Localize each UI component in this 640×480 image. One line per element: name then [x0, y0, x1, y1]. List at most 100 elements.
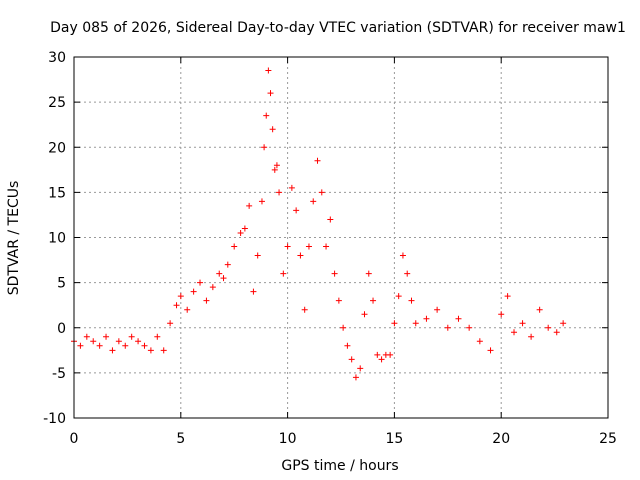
- data-point: [220, 275, 227, 282]
- data-point: [128, 333, 135, 340]
- data-point: [412, 320, 419, 327]
- data-point: [284, 243, 291, 250]
- x-tick-label: 5: [176, 431, 185, 447]
- data-point: [96, 342, 103, 349]
- data-point: [318, 189, 325, 196]
- data-point: [378, 356, 385, 363]
- data-point: [310, 198, 317, 205]
- data-point: [280, 270, 287, 277]
- data-point: [553, 329, 560, 336]
- data-point: [231, 243, 238, 250]
- data-point: [498, 311, 505, 318]
- data-point: [399, 252, 406, 259]
- data-point: [90, 338, 97, 345]
- data-point: [293, 207, 300, 214]
- data-point: [122, 342, 129, 349]
- data-point: [237, 229, 244, 236]
- data-point: [135, 338, 142, 345]
- data-point: [263, 112, 270, 119]
- data-point: [560, 320, 567, 327]
- data-point: [444, 324, 451, 331]
- data-point: [455, 315, 462, 322]
- x-tick-label: 15: [385, 431, 403, 447]
- data-point: [504, 293, 511, 300]
- data-point: [273, 162, 280, 169]
- data-point: [224, 261, 231, 268]
- data-point: [246, 202, 253, 209]
- data-point: [167, 320, 174, 327]
- data-point: [519, 320, 526, 327]
- data-point: [340, 324, 347, 331]
- data-point: [361, 311, 368, 318]
- data-point: [203, 297, 210, 304]
- data-point: [276, 189, 283, 196]
- data-point: [391, 320, 398, 327]
- data-point: [423, 315, 430, 322]
- data-point: [267, 90, 274, 97]
- data-point: [323, 243, 330, 250]
- x-tick-label: 0: [70, 431, 79, 447]
- data-point: [357, 365, 364, 372]
- grid: [74, 57, 608, 418]
- data-point: [241, 225, 248, 232]
- data-point: [250, 288, 257, 295]
- series-maw1: [71, 67, 567, 381]
- data-point: [305, 243, 312, 250]
- data-point: [344, 342, 351, 349]
- y-tick-label: 30: [48, 50, 66, 66]
- data-point: [258, 198, 265, 205]
- data-point: [370, 297, 377, 304]
- y-tick-label: -10: [43, 411, 66, 427]
- x-axis-label: GPS time / hours: [281, 458, 398, 474]
- x-tick-label: 10: [279, 431, 297, 447]
- data-point: [147, 347, 154, 354]
- y-axis-label: SDTVAR / TECUs: [6, 181, 22, 296]
- data-point: [408, 297, 415, 304]
- data-point: [115, 338, 122, 345]
- y-tick-label: 15: [48, 185, 66, 201]
- data-point: [374, 351, 381, 358]
- data-point: [545, 324, 552, 331]
- data-point: [197, 279, 204, 286]
- data-point: [327, 216, 334, 223]
- data-point: [466, 324, 473, 331]
- y-tick-label: 25: [48, 95, 66, 111]
- y-tick-label: -5: [52, 366, 66, 382]
- data-point: [154, 333, 161, 340]
- data-point: [297, 252, 304, 259]
- data-point: [365, 270, 372, 277]
- data-point: [395, 293, 402, 300]
- data-point: [301, 306, 308, 313]
- data-point: [352, 374, 359, 381]
- data-point: [288, 184, 295, 191]
- data-point: [83, 333, 90, 340]
- data-point: [511, 329, 518, 336]
- data-point: [177, 293, 184, 300]
- data-point: [77, 342, 84, 349]
- data-point: [387, 351, 394, 358]
- data-point: [109, 347, 116, 354]
- data-point: [331, 270, 338, 277]
- data-point: [269, 126, 276, 133]
- data-point: [254, 252, 261, 259]
- data-point: [476, 338, 483, 345]
- data-point: [184, 306, 191, 313]
- data-point: [173, 302, 180, 309]
- data-point: [209, 284, 216, 291]
- y-tick-label: 5: [57, 276, 66, 292]
- data-point: [434, 306, 441, 313]
- data-point: [335, 297, 342, 304]
- chart-title: Day 085 of 2026, Sidereal Day-to-day VTE…: [50, 20, 626, 36]
- data-point: [160, 347, 167, 354]
- data-point: [190, 288, 197, 295]
- data-point: [536, 306, 543, 313]
- x-tick-label: 25: [599, 431, 617, 447]
- data-point: [265, 67, 272, 74]
- data-point: [261, 144, 268, 151]
- data-point: [103, 333, 110, 340]
- y-tick-label: 20: [48, 140, 66, 156]
- data-point: [314, 157, 321, 164]
- y-tick-label: 0: [57, 321, 66, 337]
- data-series: [71, 67, 567, 381]
